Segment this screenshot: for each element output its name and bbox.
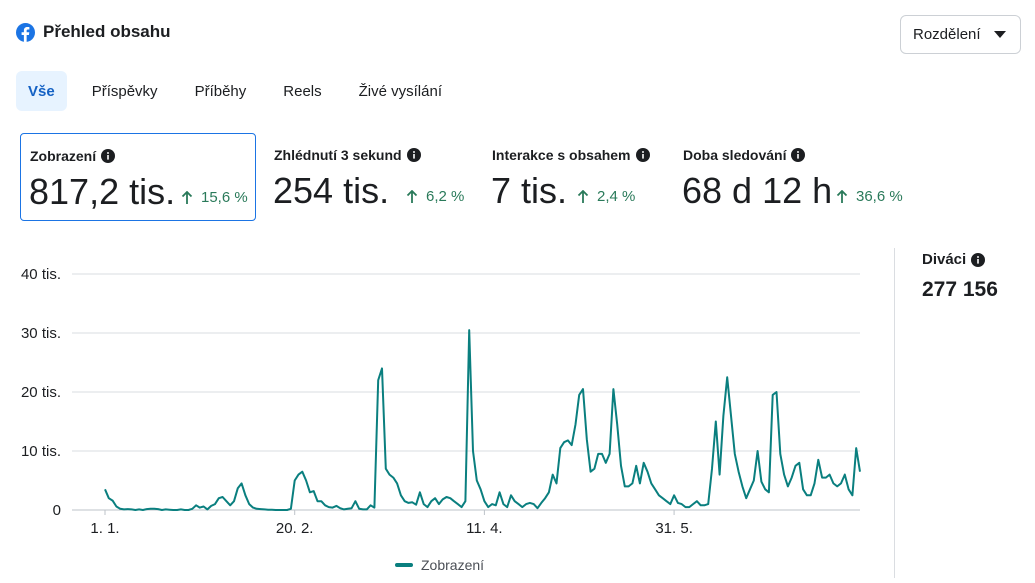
metric-change: 6,2 % — [426, 188, 465, 205]
views-line-chart: 0 10 tis. 20 tis. 30 tis. 40 tis. 1. 1. 20. 2.… — [21, 266, 861, 537]
y-tick-label: 30 tis. — [21, 325, 61, 342]
content-type-tabs: Vše Příspěvky Příběhy Reels Živé vysílán… — [16, 71, 467, 111]
divider — [894, 248, 895, 578]
metric-card-interactions[interactable]: Interakce s obsahem 7 tis. 2,4 % — [483, 133, 668, 221]
caret-down-icon — [994, 31, 1006, 38]
tab-live[interactable]: Živé vysílání — [358, 82, 442, 100]
viewers-label: Diváci — [922, 251, 967, 268]
metric-value: 254 tis. — [273, 170, 390, 211]
info-icon[interactable] — [971, 252, 986, 267]
tab-stories[interactable]: Příběhy — [194, 82, 247, 100]
tab-posts[interactable]: Příspěvky — [91, 82, 158, 100]
metric-label: Doba sledování — [683, 147, 787, 163]
metric-card-watch-time[interactable]: Doba sledování 68 d 12 h 36,6 % — [674, 133, 904, 221]
x-tick-label: 1. 1. — [90, 520, 119, 537]
legend-label: Zobrazení — [421, 557, 485, 573]
metric-label: Zhlédnutí 3 sekund — [274, 147, 402, 163]
y-tick-label: 10 tis. — [21, 443, 61, 460]
arrow-up-icon — [406, 189, 418, 203]
viewers-panel: Diváci 277 156 — [922, 251, 998, 302]
info-icon[interactable] — [101, 149, 116, 163]
tab-all[interactable]: Vše — [16, 71, 67, 111]
arrow-up-icon — [181, 190, 193, 204]
x-tick-label: 20. 2. — [276, 520, 314, 537]
metric-value: 68 d 12 h — [682, 170, 833, 211]
y-tick-label: 40 tis. — [21, 266, 61, 283]
breakdown-label: Rozdělení — [913, 26, 981, 43]
metric-change: 2,4 % — [597, 188, 636, 205]
metric-label: Interakce s obsahem — [492, 147, 631, 163]
x-tick-label: 31. 5. — [655, 520, 693, 537]
info-icon[interactable] — [406, 148, 421, 162]
arrow-up-icon — [836, 189, 848, 203]
x-tick-label: 11. 4. — [466, 520, 502, 537]
metric-value: 7 tis. — [491, 170, 568, 211]
arrow-up-icon — [577, 189, 589, 203]
tab-reels[interactable]: Reels — [283, 82, 322, 100]
series-line-views[interactable] — [104, 329, 861, 511]
info-icon[interactable] — [635, 148, 650, 162]
metric-change: 15,6 % — [201, 189, 248, 206]
metric-value: 817,2 tis. — [29, 171, 176, 212]
facebook-icon — [16, 22, 35, 42]
y-tick-label: 20 tis. — [21, 384, 61, 401]
breakdown-dropdown[interactable]: Rozdělení — [900, 15, 1021, 54]
info-icon[interactable] — [791, 148, 806, 162]
metric-card-views[interactable]: Zobrazení 817,2 tis. 15,6 % — [20, 133, 256, 221]
legend-swatch — [395, 563, 413, 567]
chart-legend[interactable]: Zobrazení — [395, 557, 484, 573]
y-tick-label: 0 — [53, 502, 61, 519]
page-header: Přehled obsahu — [16, 22, 171, 42]
metric-card-3s-views[interactable]: Zhlédnutí 3 sekund 254 tis. 6,2 % — [265, 133, 475, 221]
viewers-value: 277 156 — [922, 278, 998, 301]
metric-label: Zobrazení — [30, 148, 97, 164]
page-title: Přehled obsahu — [43, 22, 171, 41]
metric-change: 36,6 % — [856, 188, 903, 205]
